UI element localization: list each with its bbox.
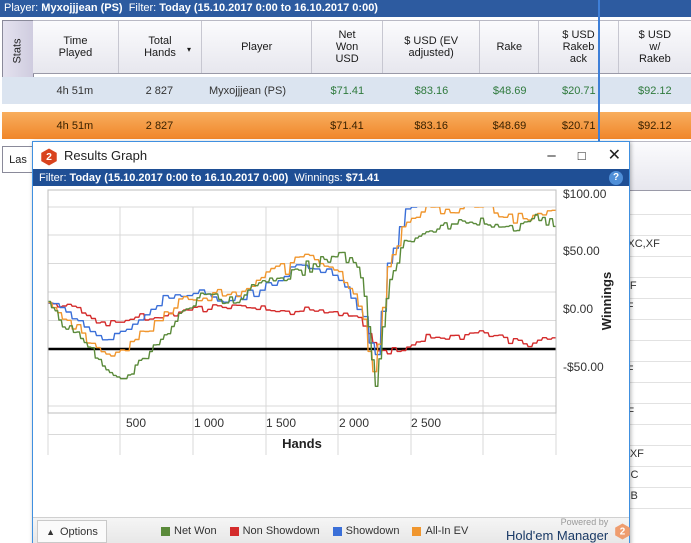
svg-text:$100.00: $100.00	[563, 187, 607, 201]
svg-text:Winnings: Winnings	[599, 272, 614, 330]
svg-text:Hands: Hands	[282, 436, 322, 451]
svg-text:500: 500	[126, 416, 146, 430]
svg-text:2 500: 2 500	[411, 416, 441, 430]
svg-text:$0.00: $0.00	[563, 302, 593, 316]
svg-text:1 500: 1 500	[266, 416, 296, 430]
svg-text:-$50.00: -$50.00	[563, 360, 604, 374]
svg-text:2: 2	[46, 152, 52, 163]
svg-text:$50.00: $50.00	[563, 244, 600, 258]
svg-text:1 000: 1 000	[194, 416, 224, 430]
svg-text:2 000: 2 000	[339, 416, 369, 430]
svg-text:2: 2	[620, 526, 626, 537]
